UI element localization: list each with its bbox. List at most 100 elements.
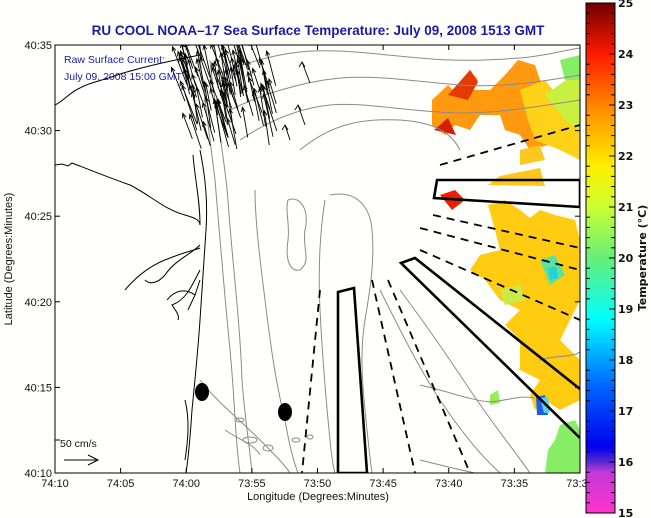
current-arrow-head xyxy=(265,49,271,57)
current-arrow-head xyxy=(267,77,273,85)
current-arrow-head xyxy=(294,104,302,111)
map-plot-area xyxy=(55,10,580,473)
current-arrow-head xyxy=(209,87,215,94)
current-arrow xyxy=(182,113,193,139)
current-arrow xyxy=(260,60,268,95)
current-arrow xyxy=(191,92,202,131)
current-arrow-head xyxy=(183,52,189,59)
current-arrow-head xyxy=(212,98,218,105)
current-arrow xyxy=(180,50,197,98)
current-arrow xyxy=(242,107,249,138)
current-arrow xyxy=(238,45,249,70)
x-tick-label: 73:50 xyxy=(304,478,332,490)
polygon-east xyxy=(432,178,580,209)
current-arrow-head xyxy=(204,81,209,88)
current-arrow-head xyxy=(199,56,204,63)
current-arrow xyxy=(196,50,206,93)
current-arrow xyxy=(220,45,230,71)
current-arrow xyxy=(263,110,270,146)
polygon-south xyxy=(336,286,369,473)
current-arrow xyxy=(222,76,228,104)
current-arrow xyxy=(268,78,277,104)
current-arrow-head xyxy=(204,96,210,103)
current-arrow-head xyxy=(235,38,239,43)
current-arrow xyxy=(203,45,215,92)
scale-label: 50 cm/s xyxy=(60,438,97,450)
y-tick-label: 40:30 xyxy=(24,126,52,138)
current-arrow xyxy=(239,58,246,91)
current-arrow xyxy=(222,82,228,108)
y-tick-label: 40:10 xyxy=(24,468,52,480)
current-arrow-head xyxy=(194,12,198,17)
x-tick-label: 74:05 xyxy=(107,478,135,490)
current-arrow xyxy=(178,56,196,99)
current-arrow xyxy=(227,45,233,61)
current-arrow-head xyxy=(265,79,271,86)
current-arrow xyxy=(202,102,215,142)
current-arrow-head xyxy=(226,117,231,124)
current-arrow-head xyxy=(210,45,215,49)
current-arrow-head xyxy=(178,55,184,63)
annotation-line1: Raw Surface Current: xyxy=(64,54,165,66)
current-arrow-head xyxy=(211,61,216,69)
x-tick-label: 73:45 xyxy=(369,478,397,490)
current-arrow xyxy=(237,59,244,97)
current-arrow-head xyxy=(254,40,258,45)
current-arrow-head xyxy=(258,86,263,93)
polygon-southeast xyxy=(398,256,580,439)
colorbar-tick-label: 15 xyxy=(618,507,633,518)
coastline xyxy=(55,54,208,473)
x-axis-label: Longitude (Degrees:Minutes) xyxy=(247,491,389,503)
current-arrow xyxy=(231,57,238,87)
annotation-line2: July 09, 2008 15:00 GMT xyxy=(64,71,182,83)
current-arrow-head xyxy=(260,83,266,91)
current-arrow-head xyxy=(259,59,265,66)
current-arrow-head xyxy=(209,79,215,86)
colorbar-tick-label: 22 xyxy=(618,150,633,163)
current-arrow-head xyxy=(190,83,196,90)
current-arrow-head xyxy=(298,61,306,68)
y-tick-label: 40:15 xyxy=(24,382,52,394)
current-arrow-head xyxy=(188,113,194,120)
current-arrow-head xyxy=(170,66,176,73)
current-arrow xyxy=(301,61,311,84)
current-arrow xyxy=(236,69,242,97)
current-arrow-head xyxy=(194,10,198,15)
current-arrow xyxy=(229,81,239,110)
current-arrow xyxy=(215,101,229,147)
current-arrow-head xyxy=(227,81,232,88)
current-arrow xyxy=(225,69,231,95)
current-arrow xyxy=(195,45,202,59)
x-axis-ticks: 74:10 74:05 74:00 73:55 73:50 73:45 73:40 73:35… xyxy=(41,45,594,490)
current-arrow xyxy=(266,80,277,114)
current-arrow xyxy=(284,124,291,141)
current-arrow xyxy=(171,67,186,102)
y-tick-label: 40:20 xyxy=(24,297,52,309)
current-arrow xyxy=(220,52,228,91)
current-arrow xyxy=(297,104,306,126)
current-arrow xyxy=(266,50,277,86)
current-arrow-head xyxy=(251,90,257,97)
buoy-marker xyxy=(278,403,292,421)
current-arrow xyxy=(237,45,245,65)
current-arrow-head xyxy=(224,48,230,55)
current-arrow xyxy=(189,114,202,149)
colorbar-tick-label: 17 xyxy=(618,405,633,418)
current-arrow-head xyxy=(182,112,187,119)
current-arrow-head xyxy=(195,57,201,64)
current-arrow xyxy=(229,108,238,150)
colorbar-tick-label: 23 xyxy=(618,99,633,112)
colorbar-tick-label: 19 xyxy=(618,303,633,316)
current-arrow xyxy=(195,103,209,140)
current-arrow xyxy=(179,80,198,125)
current-arrow xyxy=(227,82,242,118)
x-tick-label: 73:35 xyxy=(501,478,529,490)
current-arrow xyxy=(233,65,244,92)
current-arrow xyxy=(224,49,237,82)
current-arrow xyxy=(226,118,236,145)
current-arrow-head xyxy=(223,76,229,83)
current-arrow-head xyxy=(194,66,200,73)
dashed-sector-lines xyxy=(301,124,580,473)
current-arrow-head xyxy=(195,86,200,93)
y-tick-label: 40:25 xyxy=(24,211,52,223)
